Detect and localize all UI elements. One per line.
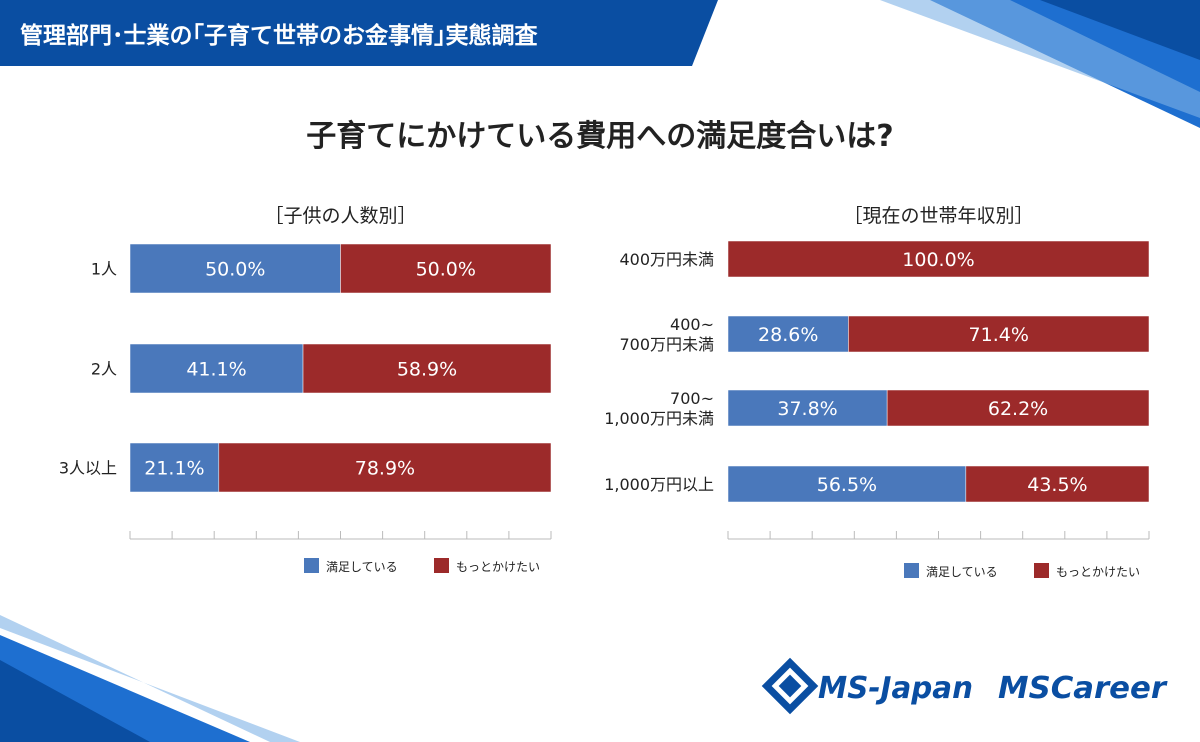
data-label: 78.9%: [355, 458, 415, 480]
bar-segment: [129, 243, 341, 294]
category-label-line: 400~: [670, 315, 714, 334]
data-label: 50.0%: [416, 259, 476, 281]
data-label: 37.8%: [777, 398, 837, 420]
data-label: 100.0%: [902, 249, 974, 271]
legend-label: もっとかけたい: [1056, 565, 1140, 579]
bar-segment: [727, 315, 849, 353]
category-label: 2人: [91, 360, 117, 379]
category-label: 700~ 1,000万円未満: [604, 389, 714, 428]
data-label: 62.2%: [988, 398, 1048, 420]
chart-title: ［子供の人数別］: [264, 205, 416, 227]
legend-label: 満足している: [926, 565, 998, 579]
legend-swatch: [304, 558, 319, 573]
category-label-line: 2人: [91, 360, 117, 379]
data-label: 43.5%: [1027, 474, 1087, 496]
bar-segment: [218, 442, 552, 493]
data-label: 28.6%: [758, 324, 818, 346]
bar-segment: [965, 465, 1150, 503]
category-label-line: 3人以上: [59, 459, 117, 478]
category-label: 400~ 700万円未満: [619, 315, 714, 354]
data-label: 71.4%: [969, 324, 1029, 346]
chart-children-count: ［子供の人数別］ 1人 50.0% 50.0% 2人 41.1% 58.9% 3人以上 21.1…: [59, 205, 552, 574]
category-label: 400万円未満: [619, 250, 714, 269]
ms-career-logo-text: MSCareer: [998, 671, 1168, 706]
category-label-line: 400万円未満: [619, 250, 714, 269]
legend-label: 満足している: [326, 560, 398, 574]
data-label: 56.5%: [817, 474, 877, 496]
bar-segment: [848, 315, 1150, 353]
legend-swatch: [434, 558, 449, 573]
legend-label: もっとかけたい: [456, 560, 540, 574]
category-label: 1,000万円以上: [604, 475, 714, 494]
category-label-line: 1人: [91, 260, 117, 279]
bar-segment: [727, 389, 888, 427]
ms-japan-logo: MS-Japan: [761, 657, 973, 715]
legend-swatch: [904, 563, 919, 578]
decor-top-right: [880, 0, 1200, 128]
bar-segment: [302, 343, 552, 394]
category-label-line: 700~: [670, 389, 714, 408]
data-label: 41.1%: [186, 359, 246, 381]
header-title: 管理部門･士業の｢子育て世帯のお金事情｣実態調査: [20, 22, 538, 49]
category-label-line: 1,000万円以上: [604, 475, 714, 494]
category-label-line: 1,000万円未満: [604, 409, 714, 428]
decor-bottom-left: [0, 615, 300, 742]
bar-segment: [727, 240, 1150, 278]
category-label: 3人以上: [59, 459, 117, 478]
data-label: 58.9%: [397, 359, 457, 381]
bar-segment: [340, 243, 552, 294]
bar-segment: [886, 389, 1150, 427]
bar-segment: [727, 465, 967, 503]
ms-japan-logo-text: MS-Japan: [818, 671, 973, 706]
data-label: 50.0%: [205, 259, 265, 281]
bar-segment: [129, 343, 304, 394]
chart-title: ［現在の世帯年収別］: [843, 205, 1033, 227]
main-title: 子育てにかけている費用への満足度合いは?: [306, 119, 893, 154]
data-label: 21.1%: [144, 458, 204, 480]
chart-household-income: ［現在の世帯年収別］ 400万円未満 100.0% 400~ 700万円未満 28.6% 7…: [604, 205, 1150, 579]
category-label: 1人: [91, 260, 117, 279]
header-band: [0, 0, 718, 66]
legend-swatch: [1034, 563, 1049, 578]
category-label-line: 700万円未満: [619, 335, 714, 354]
